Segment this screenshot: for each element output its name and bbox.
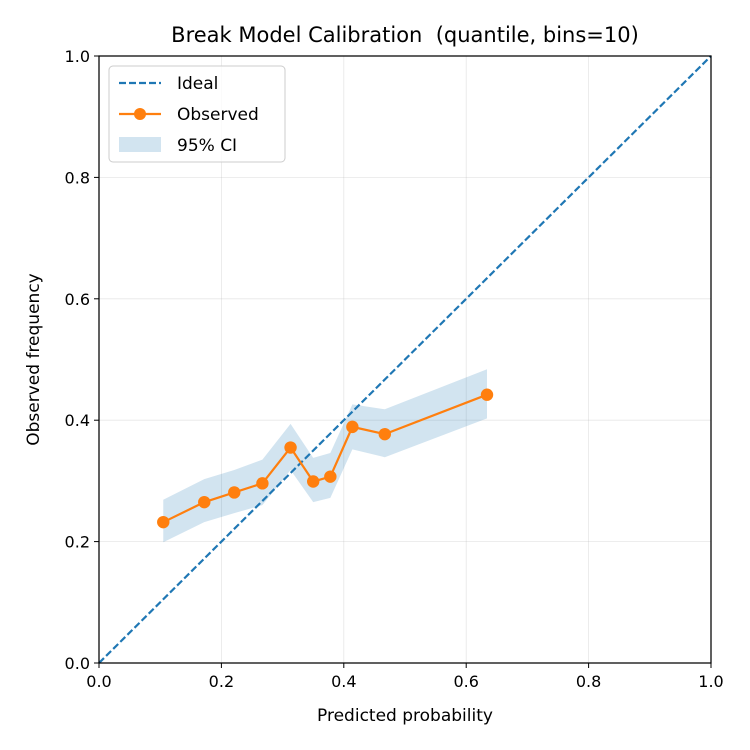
observed-point	[307, 475, 320, 488]
plot-frame	[98, 55, 712, 664]
observed-line	[162, 393, 488, 524]
observed-point	[256, 477, 269, 490]
observed-point	[198, 495, 211, 509]
grid-lines	[98, 55, 712, 664]
observed-point	[378, 427, 392, 441]
x-axis-label: Predicted probability	[317, 706, 493, 726]
y-axis-label: Observed frequency	[24, 273, 44, 445]
legend: Ideal Observed 95% CI	[108, 65, 286, 163]
ideal-line	[98, 55, 712, 664]
axis-ticks: 0.0 0.2 0.4 0.6 0.8 1.0 0.0 0.2 0.4 0.6 0.8 1.0	[65, 47, 724, 691]
x-tick-label: 0.8	[576, 672, 601, 691]
y-tick-label: 0.0	[65, 654, 90, 673]
chart-title: Break Model Calibration (quantile, bins=…	[171, 23, 639, 47]
y-tick-label: 0.8	[65, 168, 90, 187]
legend-observed-marker	[134, 108, 146, 120]
y-tick-label: 1.0	[65, 47, 90, 66]
legend-ci-label: 95% CI	[177, 136, 237, 156]
y-tick-label: 0.6	[65, 290, 90, 309]
observed-point	[228, 486, 241, 499]
x-tick-label: 0.4	[331, 672, 356, 691]
x-tick-label: 0.2	[209, 672, 234, 691]
observed-point	[324, 470, 337, 483]
observed-point	[284, 441, 297, 454]
y-tick-label: 0.2	[65, 533, 90, 552]
legend-observed-label: Observed	[177, 105, 259, 125]
series-layer	[98, 55, 712, 664]
x-tick-label: 1.0	[698, 672, 723, 691]
observed-point	[480, 388, 494, 401]
ci-band	[163, 369, 488, 543]
ci-band-layer	[163, 369, 488, 543]
y-tick-label: 0.4	[65, 411, 90, 430]
observed-point	[346, 420, 359, 434]
x-tick-label: 0.6	[453, 672, 478, 691]
legend-ideal-label: Ideal	[177, 74, 218, 94]
legend-box	[108, 65, 286, 163]
x-tick-label: 0.0	[86, 672, 111, 691]
observed-point	[157, 515, 170, 529]
legend-ci-swatch	[119, 137, 161, 152]
